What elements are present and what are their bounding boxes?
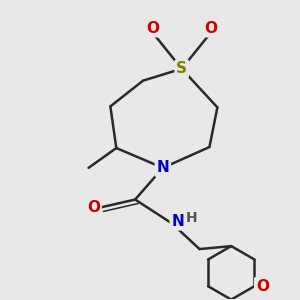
Text: N: N <box>171 214 184 229</box>
Text: O: O <box>87 200 100 215</box>
Text: H: H <box>186 212 197 225</box>
Text: O: O <box>204 21 217 36</box>
Text: N: N <box>157 160 169 175</box>
Text: O: O <box>256 279 269 294</box>
Text: O: O <box>146 21 160 36</box>
Text: S: S <box>176 61 187 76</box>
